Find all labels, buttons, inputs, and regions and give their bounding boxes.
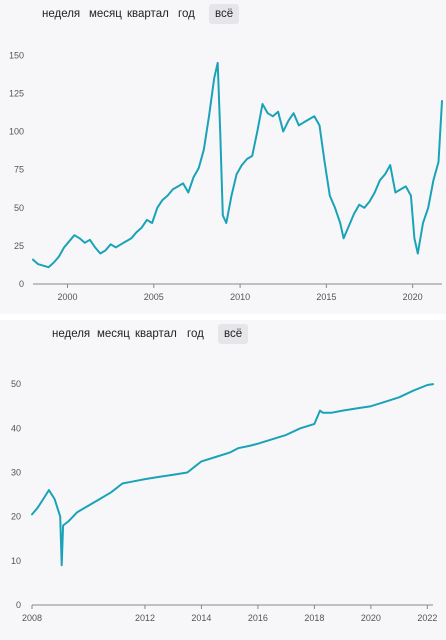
- tab-month[interactable]: месяц: [97, 328, 130, 340]
- chart-panel-1: неделя месяц квартал год всё 0 25 50 75 100 1…: [0, 0, 446, 314]
- x-tick-label: 2000: [57, 292, 77, 302]
- y-tick-label: 10: [11, 556, 21, 566]
- y-tick-label: 40: [11, 423, 21, 433]
- y-tick-label: 75: [14, 165, 24, 175]
- tab-all[interactable]: всё: [218, 324, 249, 344]
- tab-year[interactable]: год: [187, 328, 204, 340]
- line-chart-1: 0 25 50 75 100 125 150 2000 2005 2010 2015 2020: [9, 50, 443, 302]
- y-tick-label: 0: [19, 279, 24, 289]
- y-tick-label: 50: [11, 379, 21, 389]
- y-tick-label: 20: [11, 512, 21, 522]
- y-tick-label: 50: [14, 203, 24, 213]
- x-tick-label: 2020: [403, 292, 423, 302]
- y-tick-label: 100: [9, 127, 24, 137]
- tab-quarter[interactable]: квартал: [135, 328, 177, 340]
- x-tick-label: 2018: [304, 613, 324, 623]
- x-tick-label: 2022: [417, 613, 437, 623]
- series-line-2-1: [31, 383, 434, 567]
- y-tick-label: 150: [9, 50, 24, 60]
- x-tick-label: 2015: [316, 292, 336, 302]
- period-tabs-1: неделя месяц квартал год всё: [0, 0, 446, 30]
- tab-year[interactable]: год: [178, 8, 195, 20]
- y-tick-label: 125: [9, 88, 24, 98]
- x-tick-label: 2010: [230, 292, 250, 302]
- y-tick-label: 25: [14, 241, 24, 251]
- x-tick-label: 2016: [248, 613, 268, 623]
- tab-month[interactable]: месяц: [89, 8, 122, 20]
- tab-week[interactable]: неделя: [52, 328, 91, 340]
- x-tick-label: 2020: [361, 613, 381, 623]
- y-tick-label: 0: [16, 600, 21, 610]
- tab-week[interactable]: неделя: [42, 8, 81, 20]
- line-chart-2: 0 10 20 30 40 50 2008 2012 2014 2016 2018 2020 2022: [11, 379, 437, 623]
- x-tick-label: 2008: [22, 613, 42, 623]
- y-tick-label: 30: [11, 467, 21, 477]
- tab-quarter[interactable]: квартал: [127, 8, 169, 20]
- tab-all[interactable]: всё: [209, 4, 240, 24]
- x-tick-label: 2005: [144, 292, 164, 302]
- period-tabs-2: неделя месяц квартал год всё: [0, 320, 446, 350]
- chart-panel-2: неделя месяц квартал год всё 0 10 20 30 40 50…: [0, 320, 446, 640]
- series-line-1-1: [32, 61, 443, 269]
- x-tick-label: 2014: [191, 613, 211, 623]
- x-tick-label: 2012: [135, 613, 155, 623]
